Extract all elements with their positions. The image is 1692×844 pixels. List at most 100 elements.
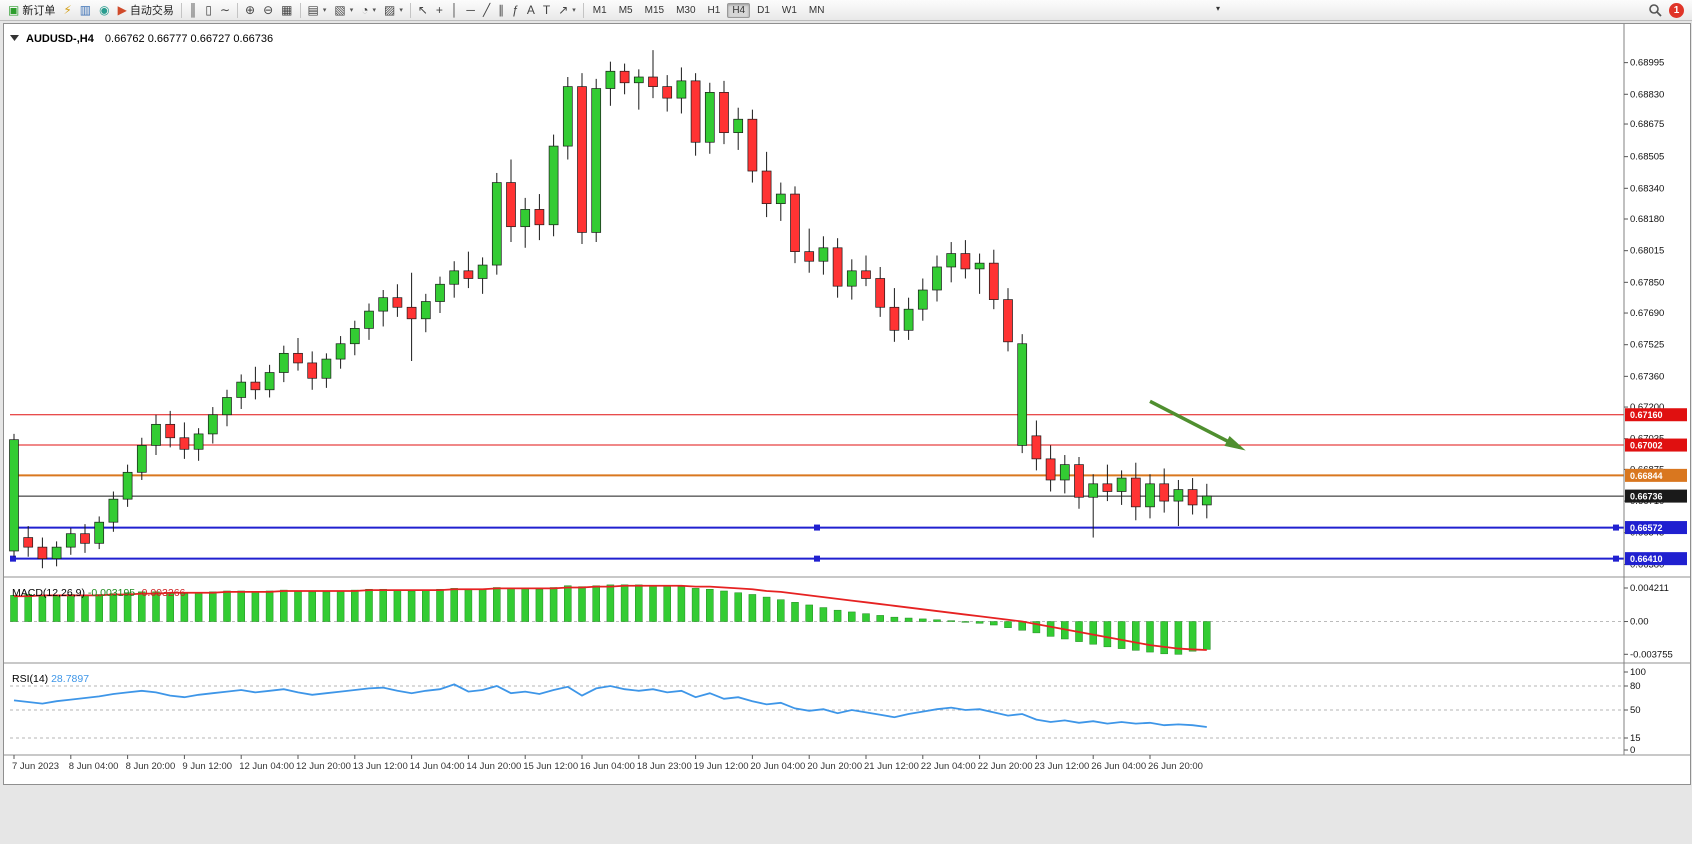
hline-0.66572[interactable]: [10, 524, 1624, 531]
zoom-out-icon: ⊖: [263, 2, 274, 17]
chart-menu-icon[interactable]: [10, 35, 19, 41]
autotrading-icon: ▶: [117, 2, 127, 17]
text-icon: A: [526, 2, 535, 17]
chart-shot-button[interactable]: ▨ ▾: [380, 2, 407, 19]
search-icon[interactable]: [1648, 3, 1662, 17]
hline-handle[interactable]: [1613, 555, 1619, 562]
svg-text:16 Jun 04:00: 16 Jun 04:00: [580, 761, 635, 772]
timeframe-m30-button[interactable]: M30: [676, 4, 696, 16]
timeframes-menu-button[interactable]: ◔ ▾: [357, 2, 380, 19]
timeframe-h1-button[interactable]: H1: [707, 4, 721, 16]
svg-text:22 Jun 04:00: 22 Jun 04:00: [921, 761, 976, 772]
vertical-line-button[interactable]: │: [447, 2, 463, 19]
zoom-out-button[interactable]: ⊖: [259, 2, 277, 19]
arrows-button[interactable]: ↗ ▾: [554, 2, 580, 19]
rsi-line: [13, 683, 1207, 728]
quick-trade-button[interactable]: ⚡: [59, 2, 75, 19]
bar-chart-button[interactable]: ║: [185, 2, 202, 19]
chart-window: MACD(12,26,9) -0.003195 -0.003266 RSI(14)…: [3, 23, 1691, 785]
svg-text:22 Jun 20:00: 22 Jun 20:00: [978, 761, 1033, 772]
hline-handle[interactable]: [814, 524, 820, 531]
new-chart-button[interactable]: ▤ ▾: [304, 2, 331, 19]
timeframe-m1-button[interactable]: M1: [592, 4, 607, 16]
cursor-icon: ↖: [417, 2, 428, 17]
profiles-dropdown-icon: ▾: [349, 7, 354, 14]
chart-shot-icon: ▨: [383, 2, 396, 17]
timeframe-m5-button[interactable]: M5: [618, 4, 633, 16]
vertical-line-icon: │: [450, 2, 459, 17]
timeframe-h4-button[interactable]: H4: [727, 2, 751, 18]
chart-ohlc-values: 0.66762 0.66777 0.66727 0.66736: [105, 33, 273, 45]
notification-badge[interactable]: 1: [1669, 2, 1684, 18]
svg-text:0.66410: 0.66410: [1630, 554, 1663, 564]
toolbar-overflow-icon[interactable]: ▾: [1216, 4, 1221, 13]
svg-text:0.67525: 0.67525: [1630, 340, 1664, 351]
macd-panel[interactable]: MACD(12,26,9) -0.003195 -0.003266: [4, 576, 1690, 655]
timeframe-m15-button[interactable]: M15: [644, 4, 665, 16]
new-order-button[interactable]: ▣ 新订单: [4, 2, 59, 19]
rsi-label: RSI(14) 28.7897: [12, 673, 89, 685]
charts-icon: ▥: [79, 2, 92, 17]
profiles-button[interactable]: ▧ ▾: [330, 2, 357, 19]
time-axis[interactable]: 7 Jun 2023 8 Jun 04:00 8 Jun 20:00 9 Jun 12…: [4, 754, 1690, 772]
hlines-layer: [10, 414, 1624, 562]
fibonacci-button[interactable]: ƒ: [508, 2, 523, 19]
profiles-icon: ▧: [334, 2, 346, 17]
macd-signal-line: [14, 584, 1207, 651]
svg-text:19 Jun 12:00: 19 Jun 12:00: [694, 761, 749, 772]
line-chart-button[interactable]: ∼: [216, 2, 234, 19]
price-tag-0.66736: 0.66736: [1625, 489, 1687, 503]
svg-text:8 Jun 20:00: 8 Jun 20:00: [126, 761, 176, 772]
trend-arrow[interactable]: [1149, 399, 1246, 451]
svg-text:0.67850: 0.67850: [1630, 277, 1664, 288]
svg-text:23 Jun 12:00: 23 Jun 12:00: [1034, 761, 1089, 772]
zoom-in-button[interactable]: ⊕: [241, 2, 259, 19]
equidistant-channel-button[interactable]: ∥: [494, 2, 508, 19]
tile-windows-button[interactable]: ▦: [277, 2, 296, 19]
toolbar-right: 1: [1648, 2, 1688, 18]
cursor-button[interactable]: ↖: [414, 2, 432, 19]
hline-handle[interactable]: [10, 555, 16, 562]
candles-layer[interactable]: [9, 50, 1212, 569]
autotrading-button[interactable]: ▶ 自动交易: [114, 2, 178, 19]
charts-button[interactable]: ▥: [76, 2, 95, 19]
new-order-icon: ▣: [8, 2, 20, 17]
trendline-button[interactable]: ╱: [479, 2, 494, 19]
toolbar: ▣ 新订单 ⚡ ▥ ◉ ▶ 自动交易 ║ ▯ ∼ ⊕ ⊖ ▦ ▤ ▾ ▧ ▾ ◔ ▾ ▨ ▾ ↖ + │ ─ ╱ ∥ ƒ A T ↗ ▾ M…: [0, 0, 1692, 21]
refresh-icon: ◉: [99, 2, 110, 17]
svg-text:14 Jun 04:00: 14 Jun 04:00: [410, 761, 465, 772]
timeframe-d1-button[interactable]: D1: [757, 4, 770, 16]
hline-handle[interactable]: [1613, 524, 1619, 531]
text-button[interactable]: A: [523, 2, 539, 19]
hline-0.66410[interactable]: [10, 555, 1624, 562]
svg-text:80: 80: [1630, 681, 1641, 692]
crosshair-button[interactable]: +: [432, 2, 447, 19]
svg-text:0.67200: 0.67200: [1630, 402, 1664, 413]
toolbar-left-buttons: ▣ 新订单 ⚡ ▥ ◉ ▶ 自动交易: [4, 2, 178, 19]
timeframe-w1-button[interactable]: W1: [781, 4, 797, 16]
svg-text:15: 15: [1630, 733, 1641, 744]
horizontal-line-button[interactable]: ─: [462, 2, 479, 19]
arrows-dropdown-icon: ▾: [572, 7, 576, 14]
toolbar-separator: [237, 2, 239, 18]
timeframe-mn-button[interactable]: MN: [808, 4, 825, 16]
toolbar-separator: [180, 2, 182, 18]
quick-trade-icon: ⚡: [63, 2, 72, 17]
new-order-label: 新订单: [22, 5, 56, 17]
text-label-button[interactable]: T: [539, 2, 554, 19]
candlestick-chart-button[interactable]: ▯: [201, 2, 216, 19]
hline-handle[interactable]: [814, 555, 820, 562]
svg-text:0.67002: 0.67002: [1630, 441, 1663, 451]
chart-canvas[interactable]: MACD(12,26,9) -0.003195 -0.003266 RSI(14)…: [4, 24, 1690, 784]
price-axis[interactable]: 0.68995 0.68830 0.68675 0.68505 0.68340 0.681…: [1623, 24, 1687, 756]
refresh-button[interactable]: ◉: [95, 2, 113, 19]
svg-text:0.68340: 0.68340: [1630, 183, 1664, 194]
svg-text:12 Jun 04:00: 12 Jun 04:00: [239, 761, 294, 772]
zoom-in-icon: ⊕: [245, 2, 256, 17]
svg-text:-0.003755: -0.003755: [1630, 649, 1673, 660]
rsi-panel[interactable]: RSI(14) 28.7897: [4, 662, 1690, 739]
arrows-icon: ↗: [558, 2, 569, 17]
toolbar-separator: [582, 2, 584, 18]
svg-text:26 Jun 20:00: 26 Jun 20:00: [1148, 761, 1203, 772]
svg-text:0.004211: 0.004211: [1630, 583, 1669, 594]
